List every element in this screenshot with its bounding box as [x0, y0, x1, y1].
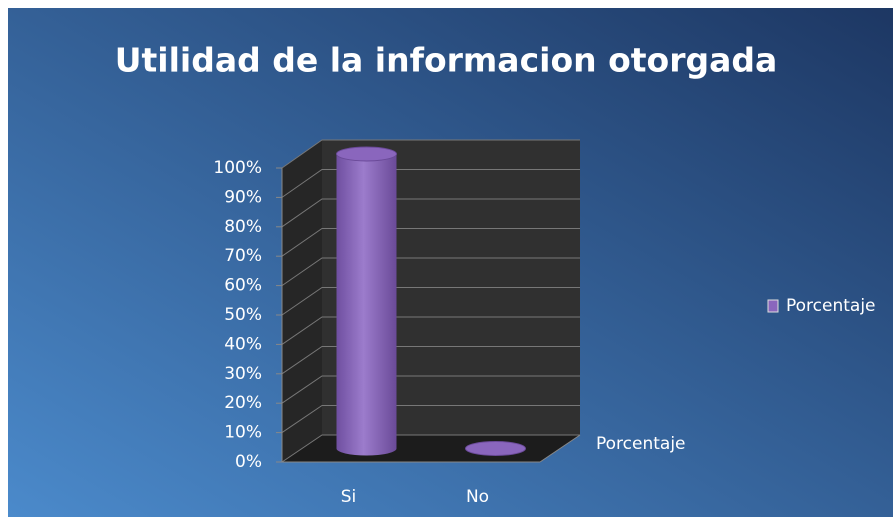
y-tick-label: 30%: [224, 364, 262, 384]
grid-line: [281, 169, 580, 198]
cylinder-body: [336, 154, 397, 456]
grid-line: [281, 375, 580, 404]
y-tick-label: 10%: [224, 423, 262, 443]
grid-line: [281, 139, 580, 169]
grid-line: [281, 316, 580, 345]
y-tick-label: 20%: [224, 393, 262, 413]
cylinder-top: [465, 441, 526, 456]
y-tick-label: 80%: [224, 217, 262, 237]
grid-line: [281, 198, 580, 228]
legend-swatch: [767, 299, 779, 313]
y-tick-label: 60%: [224, 276, 262, 296]
grid-line: [281, 434, 580, 463]
cylinder-top: [336, 146, 397, 162]
y-tick-label: 90%: [224, 187, 262, 207]
y-tick-label: 100%: [213, 158, 262, 178]
x-tick-label: Si: [341, 487, 357, 507]
grid-line: [281, 346, 580, 375]
depth-axis-label: Porcentaje: [596, 434, 686, 454]
legend-label: Porcentaje: [786, 296, 876, 316]
y-tick-label: 40%: [224, 334, 262, 354]
floor: [282, 435, 580, 462]
grid-line: [281, 405, 580, 434]
y-tick-label: 70%: [224, 246, 262, 266]
y-tick-label: 50%: [224, 305, 262, 325]
depth-axis: [539, 434, 581, 463]
grid-line: [281, 257, 580, 287]
chart-title: Utilidad de la informacion otorgada: [115, 41, 778, 80]
grid-line: [281, 228, 580, 257]
y-tick-label: 0%: [235, 452, 262, 472]
x-tick-label: No: [466, 487, 489, 507]
grid-line: [281, 287, 580, 316]
